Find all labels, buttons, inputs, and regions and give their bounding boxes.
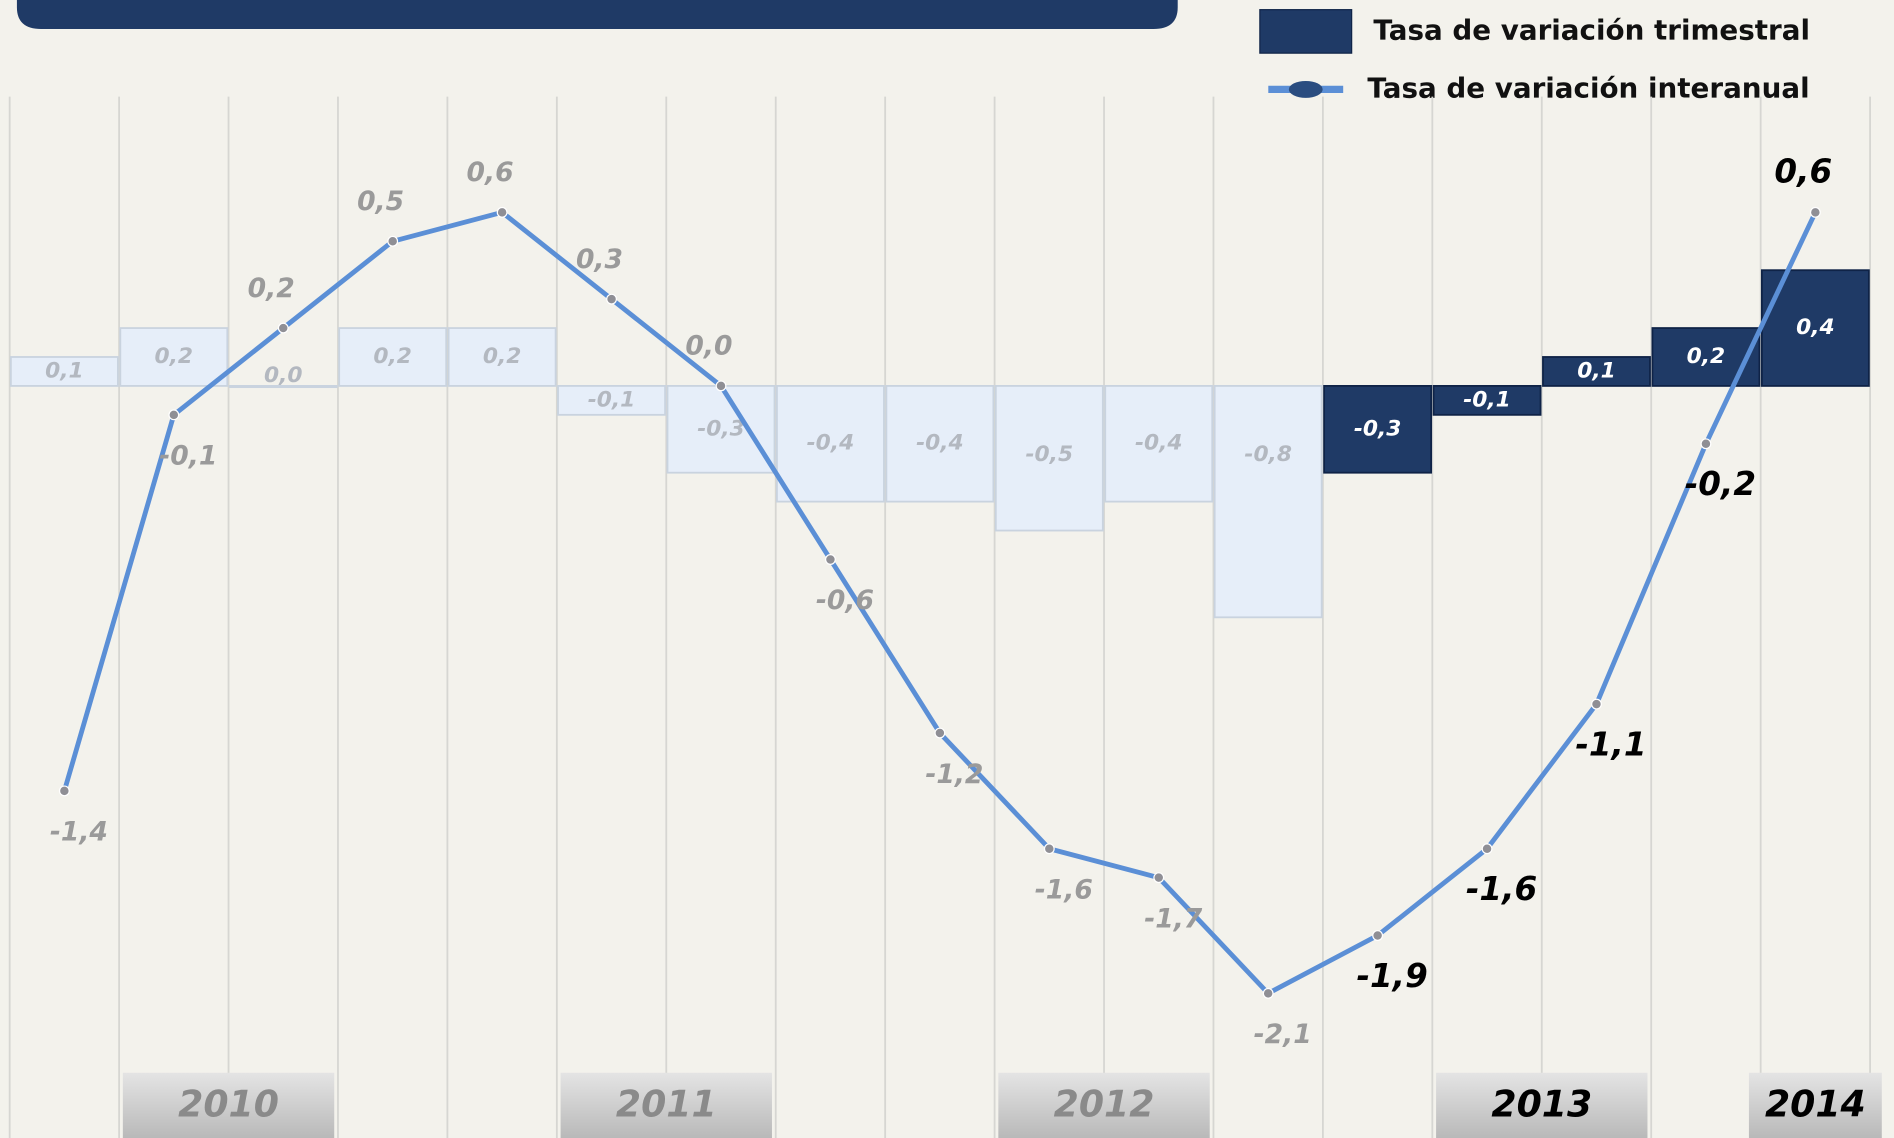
line-value-label: 0,3 — [576, 244, 623, 275]
line-value-label: 0,6 — [1774, 153, 1832, 191]
bar-value-label: 0,1 — [45, 358, 84, 383]
line-marker — [1809, 206, 1821, 218]
bar — [1104, 385, 1214, 503]
legend-bar-swatch — [1259, 9, 1353, 54]
line-marker — [715, 380, 727, 392]
line-value-label: -1,1 — [1575, 725, 1646, 763]
line-marker — [825, 554, 836, 565]
line-marker — [606, 293, 617, 305]
year-label: 2013 — [1491, 1083, 1592, 1126]
line-marker — [496, 206, 508, 218]
line-marker — [1262, 987, 1274, 999]
bar-value-label: 0,2 — [155, 344, 194, 369]
title-banner — [16, 0, 1178, 29]
bar — [1323, 385, 1433, 474]
line-value-label: 0,0 — [685, 331, 732, 362]
line-value-label: -1,2 — [925, 759, 983, 790]
line-marker — [1481, 843, 1493, 855]
bar-value-label: -0,4 — [916, 431, 964, 456]
bar — [9, 356, 119, 387]
bar-value-label: -0,4 — [1135, 431, 1183, 456]
bar-value-label: 0,2 — [373, 344, 412, 369]
line-value-label: -1,6 — [1466, 870, 1537, 908]
bar — [119, 327, 229, 387]
line-marker — [1591, 698, 1602, 710]
line-marker — [1153, 872, 1165, 884]
line-value-label: -0,2 — [1685, 465, 1756, 503]
bar-value-label: 0,1 — [1577, 358, 1616, 383]
line-value-label: -1,4 — [50, 817, 108, 848]
line-value-label: 0,5 — [357, 186, 404, 217]
line-marker — [934, 727, 946, 739]
bar-value-label: 0,4 — [1796, 315, 1835, 340]
bar — [228, 385, 338, 389]
bar — [666, 385, 776, 474]
line-value-label: -1,6 — [1035, 875, 1093, 906]
year-box — [560, 1072, 772, 1138]
bar — [1651, 327, 1761, 387]
year-label: 2011 — [616, 1083, 717, 1126]
bar-value-label: -0,3 — [1354, 416, 1402, 441]
bar — [1542, 356, 1651, 387]
year-box — [122, 1072, 335, 1138]
bar — [776, 385, 885, 503]
line-value-label: -0,6 — [816, 585, 874, 616]
line-marker — [277, 322, 289, 334]
line-value-label: -2,1 — [1254, 1019, 1312, 1050]
year-box — [998, 1072, 1210, 1138]
bar-value-label: -0,3 — [697, 416, 745, 441]
year-label: 2014 — [1765, 1083, 1866, 1126]
line-marker — [1043, 843, 1055, 855]
line-value-label: -1,7 — [1144, 903, 1203, 934]
bar-value-label: -0,1 — [588, 387, 636, 412]
bar-value-label: -0,8 — [1244, 442, 1292, 467]
bar-value-label: 0,0 — [264, 363, 303, 388]
legend-label: Tasa de variación interanual — [1367, 71, 1809, 104]
bar-value-label: 0,2 — [483, 344, 522, 369]
bar — [557, 385, 666, 416]
line-marker — [58, 785, 70, 797]
line-marker — [1700, 438, 1712, 450]
bar — [338, 327, 448, 387]
year-label: 2010 — [178, 1083, 279, 1126]
line-value-label: -1,9 — [1356, 957, 1427, 995]
legend-label: Tasa de variación trimestral — [1373, 13, 1810, 46]
bar-value-label: -0,4 — [807, 431, 855, 456]
bar — [447, 327, 557, 387]
legend-line-marker — [1288, 80, 1323, 98]
line-marker — [387, 235, 399, 247]
line-marker — [1372, 930, 1384, 941]
bar-value-label: -0,5 — [1026, 442, 1074, 467]
bar — [1432, 385, 1542, 416]
bar-value-label: 0,2 — [1687, 344, 1726, 369]
year-box — [1436, 1072, 1648, 1138]
bar — [885, 385, 995, 503]
year-box — [1748, 1072, 1882, 1138]
line-value-label: 0,2 — [248, 273, 295, 304]
line-value-label: -0,1 — [159, 441, 217, 472]
line-marker — [168, 409, 180, 421]
bar — [1213, 385, 1323, 619]
bar-value-label: -0,1 — [1463, 387, 1511, 412]
bar — [994, 385, 1104, 532]
year-label: 2012 — [1054, 1083, 1155, 1126]
line-value-label: 0,6 — [467, 157, 514, 188]
